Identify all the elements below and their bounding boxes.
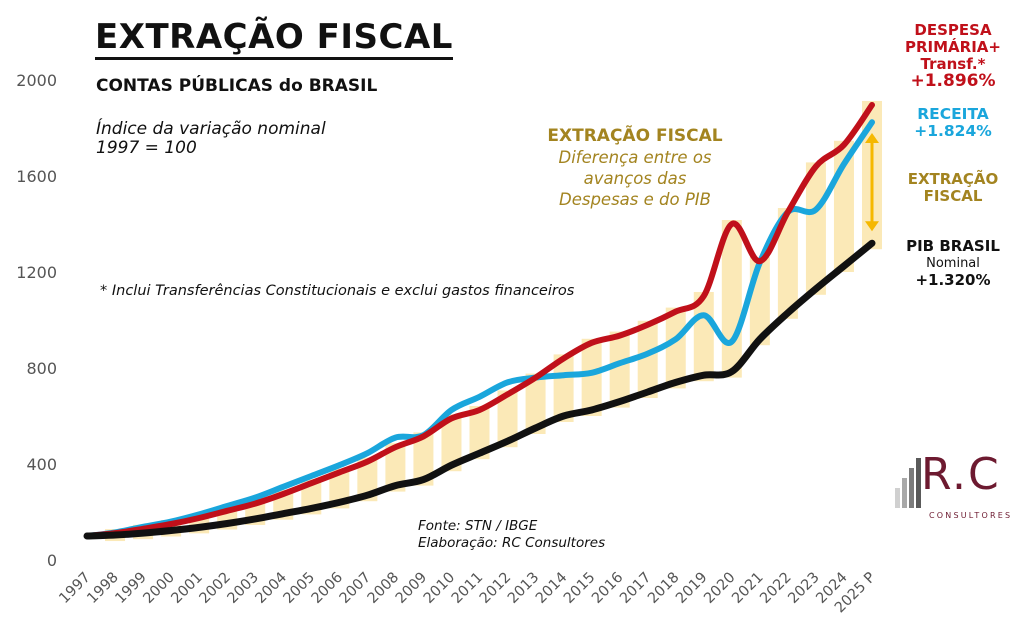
extraction-bar bbox=[805, 162, 826, 295]
extraction-bar bbox=[497, 390, 518, 448]
legend-pib-label: PIB BRASIL bbox=[906, 237, 1000, 255]
extraction-bar bbox=[553, 354, 574, 422]
extraction-bar bbox=[609, 331, 630, 408]
y-tick-label: 2000 bbox=[16, 71, 57, 90]
x-tick-label: 2020 bbox=[701, 570, 738, 607]
legend-receita-value: +1.824% bbox=[914, 122, 992, 140]
y-tick-label: 400 bbox=[26, 455, 57, 474]
logo-bar-icon bbox=[916, 458, 921, 508]
x-tick-label: 2004 bbox=[253, 570, 290, 607]
series-lines bbox=[83, 101, 876, 540]
index-note: Índice da variação nominal 1997 = 100 bbox=[96, 120, 326, 158]
logo-bar-icon bbox=[909, 468, 914, 508]
extraction-bar bbox=[385, 443, 406, 492]
legend-receita-label: RECEITA bbox=[917, 105, 989, 123]
logo-bar-icon bbox=[895, 488, 900, 508]
receita-line bbox=[84, 119, 875, 539]
extraction-bar bbox=[441, 414, 462, 472]
extraction-bar bbox=[469, 406, 490, 460]
x-tick-label: 1997 bbox=[56, 570, 93, 607]
extraction-annotation: EXTRAÇÃO FISCAL Diferença entre os avanç… bbox=[520, 126, 750, 210]
x-tick-label: 2016 bbox=[589, 570, 626, 607]
legend-despesa-line3: Transf.* bbox=[920, 55, 986, 73]
arrow-up-icon bbox=[865, 132, 879, 143]
x-tick-label: 2001 bbox=[169, 570, 206, 607]
legend-despesa-line1: DESPESA bbox=[914, 21, 992, 39]
annotation-line3: Despesas e do PIB bbox=[559, 190, 711, 209]
extraction-bar bbox=[777, 208, 798, 319]
x-tick-label: 2002 bbox=[197, 570, 234, 607]
annotation-line1: Diferença entre os bbox=[558, 148, 712, 167]
y-tick-label: 0 bbox=[47, 551, 57, 570]
x-tick-label: 1999 bbox=[112, 570, 149, 607]
x-axis-ticks: 1997199819992000200120022003200420052006… bbox=[56, 569, 879, 616]
x-tick-label: 2023 bbox=[785, 570, 822, 607]
rc-consultores-logo: R.C CONSULTORES bbox=[893, 449, 1013, 525]
despesa-line bbox=[84, 101, 875, 539]
extraction-bar bbox=[637, 320, 658, 398]
pib-line bbox=[83, 239, 876, 540]
index-note-line2: 1997 = 100 bbox=[96, 138, 197, 158]
credit-line: Elaboração: RC Consultores bbox=[418, 535, 606, 551]
x-tick-label: 2021 bbox=[729, 570, 766, 607]
x-tick-label: 2009 bbox=[393, 570, 430, 607]
y-axis-ticks: 0 400 800 1200 1600 2000 bbox=[16, 71, 57, 570]
x-tick-label: 2015 bbox=[561, 570, 598, 607]
x-tick-label: 1998 bbox=[84, 570, 121, 607]
footnote: * Inclui Transferências Constitucionais … bbox=[100, 283, 575, 299]
x-tick-label: 2000 bbox=[141, 570, 178, 607]
extraction-arrow-icon bbox=[865, 132, 879, 232]
logo-mark: R.C bbox=[921, 449, 1001, 500]
x-tick-label: 2012 bbox=[477, 570, 514, 607]
chart-title: EXTRAÇÃO FISCAL bbox=[95, 18, 453, 60]
extraction-bar bbox=[581, 338, 602, 416]
x-tick-label: 2014 bbox=[533, 570, 570, 607]
source-line: Fonte: STN / IBGE bbox=[418, 518, 538, 534]
x-tick-label: 2006 bbox=[309, 570, 346, 607]
legend-despesa: DESPESA PRIMÁRIA+ Transf.* +1.896% bbox=[893, 22, 1013, 90]
legend-extracao: EXTRAÇÃO FISCAL bbox=[893, 171, 1013, 205]
legend-extracao-line2: FISCAL bbox=[923, 187, 983, 205]
extraction-bar bbox=[665, 307, 686, 389]
index-note-line1: Índice da variação nominal bbox=[96, 119, 326, 139]
logo-name: CONSULTORES bbox=[929, 511, 1013, 520]
x-tick-label: 2022 bbox=[757, 570, 794, 607]
x-tick-label: 2005 bbox=[281, 570, 318, 607]
x-tick-label: 2003 bbox=[225, 570, 262, 607]
x-tick-label: 2017 bbox=[617, 570, 654, 607]
x-tick-label: 2008 bbox=[365, 570, 402, 607]
x-tick-label: 2018 bbox=[645, 570, 682, 607]
legend-despesa-value: +1.896% bbox=[910, 71, 996, 91]
legend-pib-value: +1.320% bbox=[915, 271, 991, 289]
legend-pib: PIB BRASIL Nominal +1.320% bbox=[893, 238, 1013, 289]
x-tick-label: 2013 bbox=[505, 570, 542, 607]
legend-despesa-line2: PRIMÁRIA+ bbox=[905, 38, 1001, 56]
chart-subtitle: CONTAS PÚBLICAS do BRASIL bbox=[96, 76, 378, 96]
legend-pib-sublabel: Nominal bbox=[926, 256, 980, 271]
legend-extracao-line1: EXTRAÇÃO bbox=[907, 170, 999, 188]
y-tick-label: 1200 bbox=[16, 263, 57, 282]
extraction-bar bbox=[525, 373, 546, 434]
extraction-bars bbox=[105, 100, 882, 542]
y-tick-label: 800 bbox=[26, 359, 57, 378]
x-tick-label: 2010 bbox=[421, 570, 458, 607]
annotation-line2: avanços das bbox=[583, 169, 687, 188]
annotation-heading: EXTRAÇÃO FISCAL bbox=[547, 126, 723, 146]
legend-receita: RECEITA +1.824% bbox=[893, 106, 1013, 140]
x-tick-label: 2007 bbox=[337, 570, 374, 607]
x-tick-label: 2019 bbox=[673, 570, 710, 607]
logo-bar-icon bbox=[902, 478, 907, 508]
x-tick-label: 2011 bbox=[449, 570, 486, 607]
arrow-down-icon bbox=[865, 221, 879, 232]
extraction-bar bbox=[413, 432, 434, 486]
y-tick-label: 1600 bbox=[16, 167, 57, 186]
source-note: Fonte: STN / IBGE Elaboração: RC Consult… bbox=[418, 518, 605, 552]
